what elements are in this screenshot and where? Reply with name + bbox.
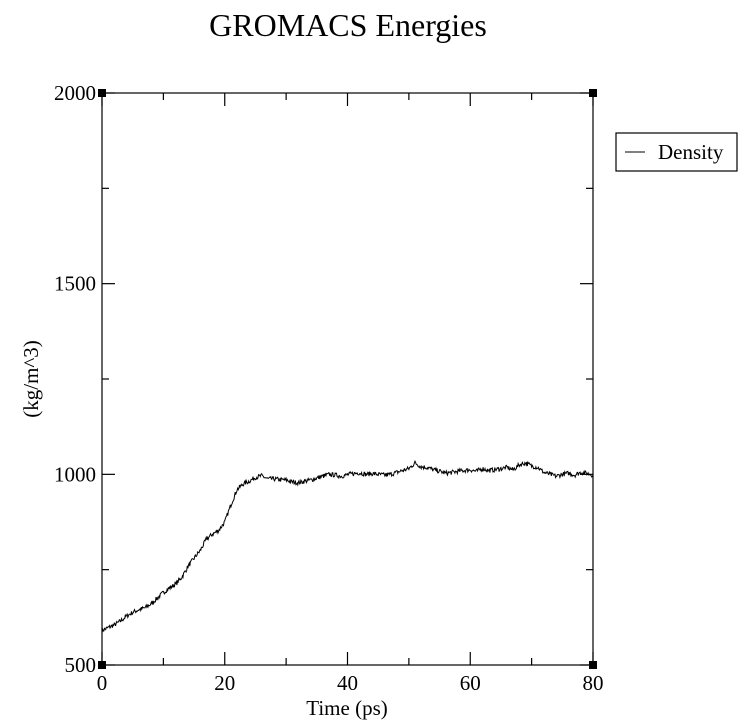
series-line-density xyxy=(101,459,594,634)
corner-marker xyxy=(98,661,106,669)
axis-ticks: 0 20 40 60 80 500 1000 1500 2000 xyxy=(54,81,604,695)
y-tick-label: 500 xyxy=(65,653,97,677)
legend: Density xyxy=(615,132,738,172)
x-axis-label: Time (ps) xyxy=(306,696,388,720)
x-tick-label: 60 xyxy=(460,671,481,695)
x-tick-label: 80 xyxy=(583,671,604,695)
x-tick-label: 0 xyxy=(97,671,108,695)
y-axis-label: (kg/m^3) xyxy=(19,340,43,418)
corner-markers xyxy=(98,89,597,669)
y-tick-label: 2000 xyxy=(54,81,96,105)
chart-title: GROMACS Energies xyxy=(209,7,487,43)
corner-marker xyxy=(589,89,597,97)
x-tick-label: 20 xyxy=(214,671,235,695)
x-tick-label: 40 xyxy=(337,671,358,695)
plot-frame xyxy=(101,92,594,666)
y-tick-label: 1000 xyxy=(54,462,96,486)
corner-marker xyxy=(98,89,106,97)
corner-marker xyxy=(589,661,597,669)
y-tick-label: 1500 xyxy=(54,272,96,296)
legend-label-density: Density xyxy=(658,140,724,164)
